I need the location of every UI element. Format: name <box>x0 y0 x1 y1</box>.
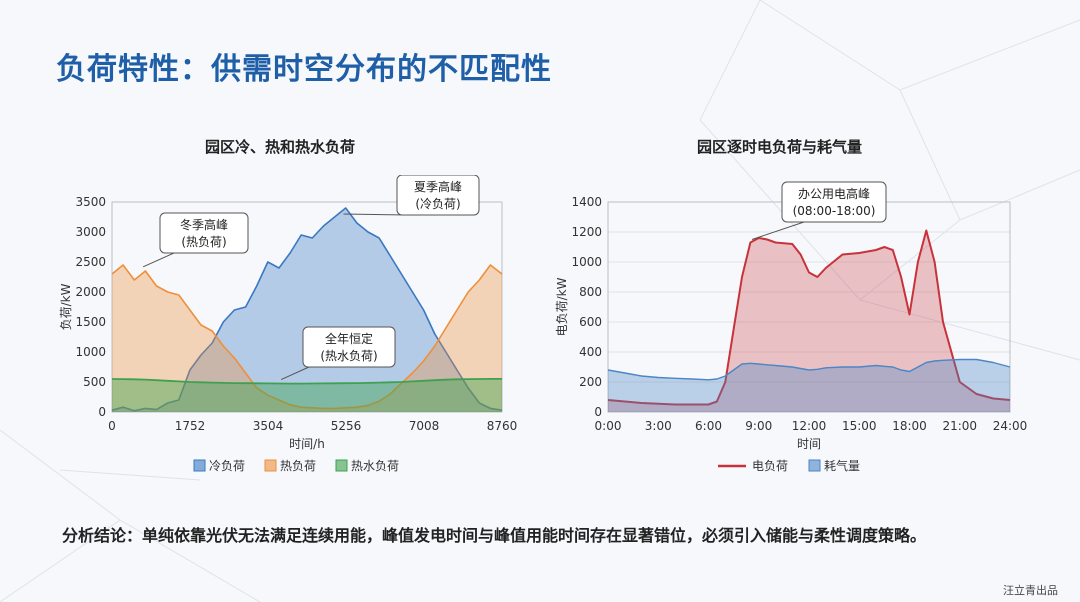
y-tick-label: 0 <box>98 405 106 419</box>
legend-label: 冷负荷 <box>209 459 245 473</box>
callout-pointer <box>751 221 805 240</box>
x-axis-label: 时间/h <box>289 437 325 451</box>
legend-swatch <box>193 459 206 472</box>
x-tick-label: 21:00 <box>942 419 977 433</box>
callout-box <box>302 326 396 368</box>
series-line-2 <box>111 378 502 385</box>
y-tick-label: 2000 <box>75 285 106 299</box>
x-tick-label: 3504 <box>253 419 284 433</box>
x-tick-label: 9:00 <box>745 419 772 433</box>
x-tick-label: 0 <box>108 419 116 433</box>
series-line-0 <box>111 207 503 412</box>
x-tick-label: 3:00 <box>645 419 672 433</box>
series-area-2 <box>112 378 502 412</box>
callout-pointer <box>142 252 175 268</box>
y-tick-label: 2500 <box>75 255 106 269</box>
legend-label: 热水负荷 <box>351 459 399 473</box>
series-line-0 <box>607 229 1011 406</box>
series-area-1 <box>608 359 1010 412</box>
y-tick-label: 200 <box>579 375 602 389</box>
callout-text: 冬季高峰 <box>180 217 228 232</box>
callout-pointer <box>280 366 310 381</box>
x-tick-label: 1752 <box>175 419 206 433</box>
annotation-callout: 夏季高峰 (冷负荷) <box>343 175 480 216</box>
series-line-1 <box>111 264 503 410</box>
x-tick-label: 5256 <box>331 419 362 433</box>
x-tick-label: 15:00 <box>842 419 877 433</box>
x-axis-label: 时间 <box>797 437 821 451</box>
x-tick-label: 0:00 <box>595 419 622 433</box>
x-tick-label: 6:00 <box>695 419 722 433</box>
y-tick-label: 1500 <box>75 315 106 329</box>
annotation-callout: 办公用电高峰 (08:00-18:00) <box>751 181 887 240</box>
credit-text: 汪立青出品 <box>1003 584 1058 597</box>
callout-text: 全年恒定 <box>325 331 373 346</box>
y-tick-label: 400 <box>579 345 602 359</box>
x-tick-label: 7008 <box>409 419 440 433</box>
callout-text: (热水负荷) <box>320 349 377 363</box>
callout-text: (08:00-18:00) <box>793 204 876 218</box>
callout-box <box>781 181 887 223</box>
x-tick-label: 24:00 <box>993 419 1028 433</box>
electric-gas-chart: 0 200 400 600 800 1000 1200 1400 0:00 3:00 6:00 9:0… <box>555 181 1028 473</box>
series-line-1 <box>607 358 1011 381</box>
series-area-1 <box>112 265 502 412</box>
x-tick-label: 8760 <box>487 419 518 433</box>
legend-label: 热负荷 <box>280 459 316 473</box>
callout-pointer <box>343 213 409 216</box>
conclusion-text: 分析结论：单纯依靠光伏无法满足连续用能，峰值发电时间与峰值用能时间存在显著错位，… <box>62 526 927 545</box>
legend-swatch <box>264 459 277 472</box>
callout-text: 夏季高峰 <box>414 179 462 194</box>
x-tick-label: 12:00 <box>792 419 827 433</box>
annotation-callout: 全年恒定 (热水负荷) <box>280 326 396 381</box>
y-tick-label: 3500 <box>75 195 106 209</box>
y-tick-label: 3000 <box>75 225 106 239</box>
y-tick-label: 500 <box>83 375 106 389</box>
y-tick-label: 800 <box>579 285 602 299</box>
callout-text: 办公用电高峰 <box>798 186 870 201</box>
y-axis-label: 负荷/kW <box>59 283 73 330</box>
right-chart-title: 园区逐时电负荷与耗气量 <box>697 138 863 156</box>
series-area-0 <box>112 208 502 412</box>
series-area-0 <box>608 230 1010 412</box>
plot-frame <box>111 201 503 413</box>
callout-text: (冷负荷) <box>415 197 460 211</box>
y-axis-label: 电负荷/kW <box>555 277 569 336</box>
y-tick-label: 1400 <box>571 195 602 209</box>
y-tick-label: 600 <box>579 315 602 329</box>
legend-label: 电负荷 <box>752 459 788 473</box>
legend-swatch <box>808 459 821 472</box>
y-tick-label: 0 <box>594 405 602 419</box>
callout-box <box>159 212 249 254</box>
callout-text: (热负荷) <box>181 235 226 249</box>
legend-swatch <box>335 459 348 472</box>
y-tick-label: 1000 <box>75 345 106 359</box>
legend-label: 耗气量 <box>824 458 860 473</box>
callout-box <box>396 175 480 216</box>
y-tick-label: 1000 <box>571 255 602 269</box>
x-tick-label: 18:00 <box>892 419 927 433</box>
y-tick-label: 1200 <box>571 225 602 239</box>
left-chart-title: 园区冷、热和热水负荷 <box>205 138 356 156</box>
annotation-callout: 冬季高峰 (热负荷) <box>142 212 249 268</box>
load-area-chart: 0 500 1000 1500 2000 2500 3000 3500 0 1752 3504 525… <box>59 175 518 473</box>
page-title: 负荷特性：供需时空分布的不匹配性 <box>56 52 552 87</box>
